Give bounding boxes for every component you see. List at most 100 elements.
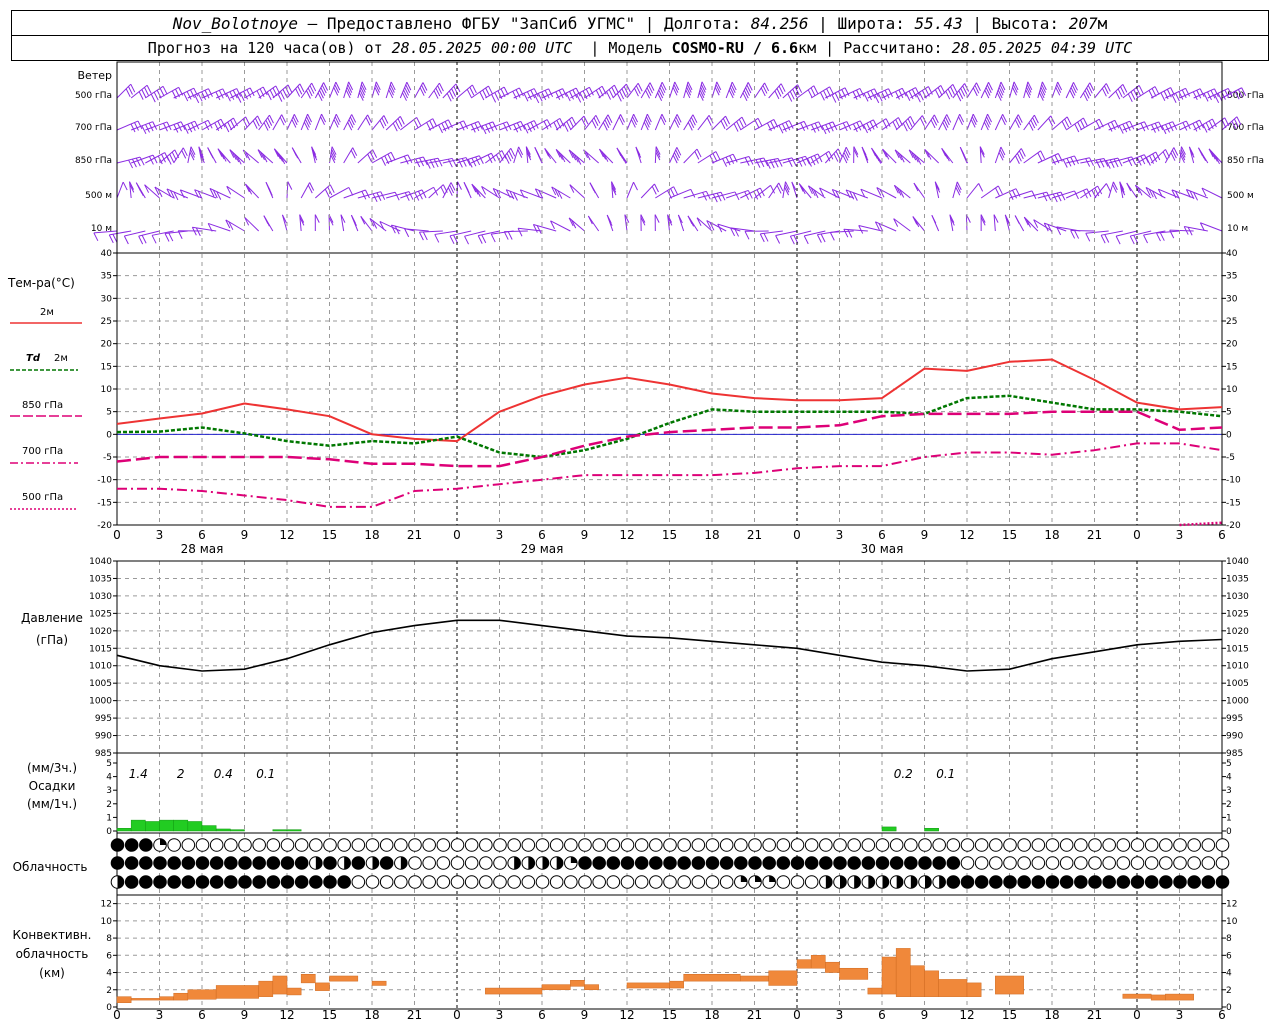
wind-barb-flag [1237, 89, 1243, 98]
wind-barb-shaft [385, 154, 409, 164]
wind-barb-flag [379, 221, 385, 230]
wind-barb-shaft [825, 121, 847, 131]
cloud-overcast-icon [167, 875, 181, 889]
wind-barb-icon [810, 150, 834, 164]
convective-cloud-bar [910, 965, 925, 997]
wind-barb-flag [359, 89, 365, 99]
cloud-symbol-circle [705, 856, 720, 870]
precip-y-tick-label: 0 [106, 827, 112, 837]
wind-barb-flag [375, 84, 381, 93]
wind-barb-flag [932, 117, 938, 126]
wind-barb-flag [513, 124, 519, 133]
wind-barb-flag [972, 87, 978, 97]
wind-barb-flag [177, 230, 183, 239]
wind-barb-flag [1041, 81, 1047, 91]
cloud-overcast-icon [181, 875, 196, 889]
wind-barb-flag [365, 117, 371, 126]
cloud-symbol-fill [769, 875, 776, 882]
temp-y-tick-label: -5 [103, 453, 112, 463]
cloud-symbol-circle [450, 838, 465, 852]
temp-y-tick-label: 35 [101, 272, 112, 282]
wind-barb-flag [1231, 120, 1237, 130]
wind-barb-flag [725, 115, 731, 125]
wind-barb-flag [408, 191, 414, 200]
wind-barb-icon [697, 81, 707, 101]
wind-barb-flag [164, 233, 170, 242]
cloud-symbol-circle [1116, 838, 1131, 852]
wind-barb-shaft [754, 82, 766, 99]
cloud-symbol-circle [1159, 856, 1173, 870]
wind-barb-flag [214, 122, 220, 132]
wind-barb-shaft [357, 149, 373, 164]
wind-barb-flag [227, 121, 233, 131]
wind-barb-shaft [1023, 216, 1039, 232]
wind-barb-icon [949, 214, 955, 232]
cloud-symbol-circle [1102, 875, 1116, 889]
wind-barb-flag [894, 149, 900, 159]
wind-barb-icon [1165, 120, 1191, 131]
cloud-symbol-circle [1003, 875, 1017, 889]
wind-barb-flag [457, 181, 462, 190]
wind-barb-flag [347, 84, 353, 93]
cloud-clear-icon [932, 838, 946, 852]
wind-barb-flag [870, 90, 876, 99]
temp-y-tick-label: -10 [1226, 476, 1241, 486]
wind-barb-flag [530, 89, 536, 99]
wind-barb-flag [1056, 226, 1062, 236]
wind-barb-flag [931, 214, 937, 224]
wind-barb-icon [768, 157, 797, 167]
wind-barb-flag [571, 151, 577, 161]
wind-barb-icon [428, 157, 457, 168]
cloud-overcast-icon [974, 875, 989, 889]
wind-barb-icon [687, 215, 699, 232]
upper-frame [116, 61, 1223, 526]
wind-barb-icon [464, 230, 486, 245]
temp-y-tick-label: 20 [1226, 340, 1238, 350]
wind-barb-icon [343, 114, 357, 131]
wind-barb-icon [1023, 150, 1046, 164]
wind-barb-flag [1107, 123, 1113, 132]
wind-barb-flag [324, 188, 330, 198]
cloud-overcast-icon [1116, 875, 1131, 889]
wind-barb-shaft [217, 148, 231, 164]
wind-barb-flag [670, 188, 676, 197]
pressure-y-tick-label: 995 [95, 714, 112, 724]
wind-barb-flag [453, 234, 458, 244]
wind-barb-shaft [754, 184, 771, 199]
wind-barb-shaft [492, 188, 514, 199]
convective-cloud-bar [130, 998, 160, 1001]
wind-barb-flag [860, 188, 866, 198]
cloud-symbol-circle [139, 856, 153, 870]
wind-barb-icon [782, 120, 809, 132]
wind-barb-icon [1037, 81, 1047, 101]
cloud-symbol-circle [719, 875, 734, 889]
wind-barb-icon [683, 148, 702, 164]
wind-barb-icon [1033, 219, 1053, 232]
wind-barb-icon [1079, 82, 1095, 102]
precip-3h-annotation: 1.4 [129, 767, 148, 781]
wind-barb-icon [129, 181, 135, 199]
cloud-symbol-fill [315, 856, 323, 870]
x-day-label: 29 мая [521, 542, 564, 556]
cloud-symbol-circle [1173, 856, 1187, 870]
wind-barb-icon [966, 82, 981, 99]
cloud-overcast-icon [889, 856, 904, 870]
wind-barb-flag [770, 185, 776, 194]
wind-barb-flag [138, 91, 144, 100]
wind-barb-flag [455, 83, 461, 93]
wind-barb-shaft [1009, 190, 1033, 199]
wind-barb-flag [130, 83, 136, 93]
wind-barb-shaft [952, 113, 961, 131]
cloud-clear-icon [889, 838, 904, 852]
wind-barb-flag [1203, 93, 1209, 102]
wind-barb-flag [1043, 222, 1049, 232]
wind-barb-icon [1009, 148, 1026, 164]
wind-barb-icon [286, 83, 305, 99]
wind-barb-flag [1016, 153, 1022, 162]
wind-barb-icon [1009, 114, 1023, 131]
wind-barb-shaft [130, 154, 154, 164]
wind-barb-icon [201, 88, 228, 101]
wind-barb-flag [888, 88, 893, 97]
wind-barb-icon [938, 84, 958, 100]
pressure-y-tick-label: 1020 [89, 627, 112, 637]
